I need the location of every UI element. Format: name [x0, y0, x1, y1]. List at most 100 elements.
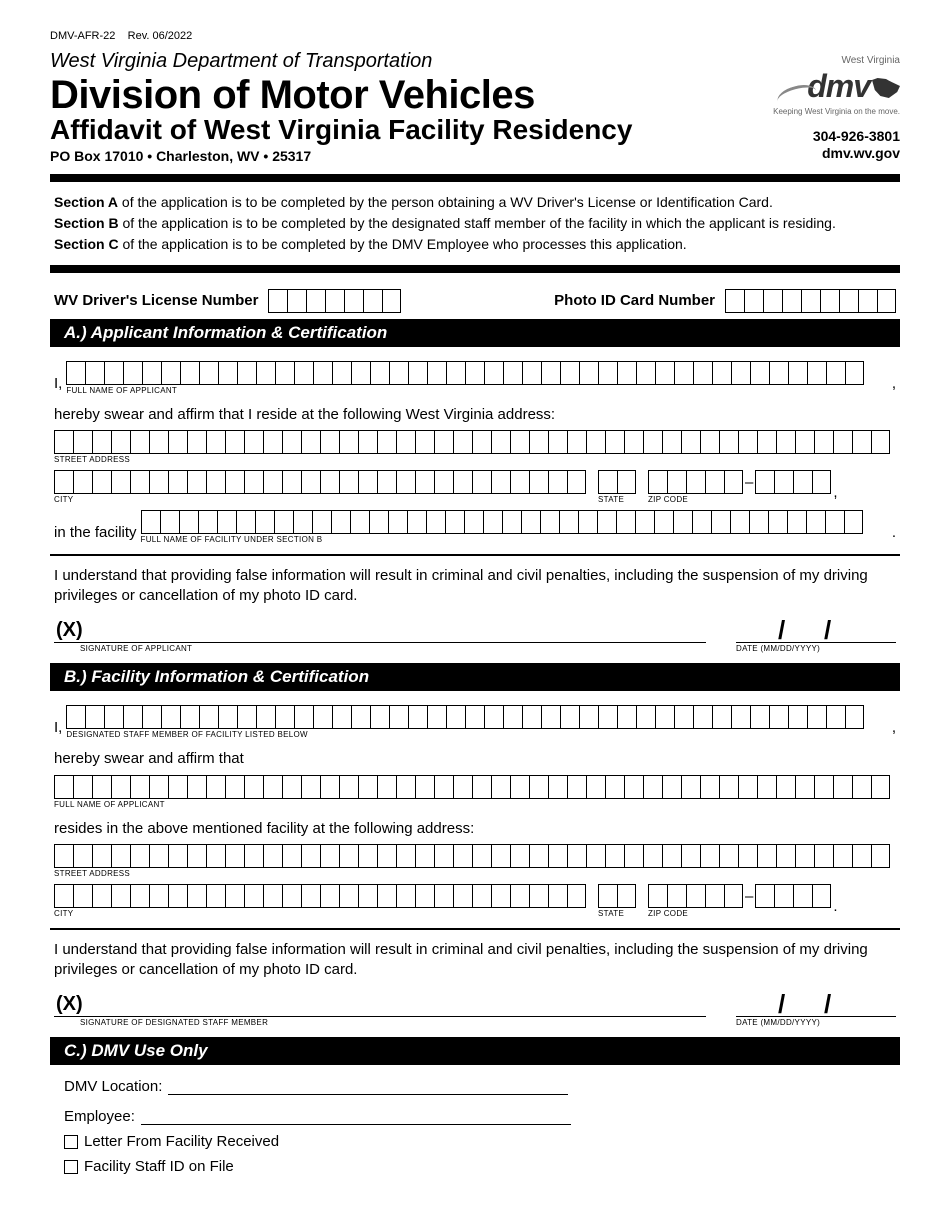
- facility-sublabel: FULL NAME OF FACILITY UNDER SECTION B: [141, 535, 890, 544]
- dmv-location-input[interactable]: [168, 1077, 568, 1095]
- divider-bar: [50, 265, 900, 273]
- applicant-name-sublabel-b: FULL NAME OF APPLICANT: [54, 800, 896, 809]
- i-prefix-b: I,: [54, 719, 62, 739]
- date-sublabel: DATE (MM/DD/YYYY): [736, 644, 896, 653]
- thin-divider: [50, 928, 900, 930]
- state-input-b[interactable]: [598, 884, 636, 908]
- form-revision: Rev. 06/2022: [128, 30, 193, 42]
- section-b-body: I, DESIGNATED STAFF MEMBER OF FACILITY L…: [50, 691, 900, 918]
- header: West Virginia Department of Transportati…: [50, 50, 900, 164]
- instructions: Section A of the application is to be co…: [50, 192, 900, 255]
- employee-input[interactable]: [141, 1107, 571, 1125]
- date-slash: /: [778, 989, 785, 1020]
- city-sublabel: CITY: [54, 495, 586, 504]
- contact-block: 304-926-3801 dmv.wv.gov: [700, 128, 900, 162]
- section-a-instruction: of the application is to be completed by…: [118, 194, 773, 210]
- signature-x-mark-b: (X): [54, 993, 83, 1016]
- zip5-input[interactable]: [648, 470, 743, 494]
- letter-received-label: Letter From Facility Received: [84, 1133, 279, 1150]
- facility-name-input[interactable]: [141, 510, 890, 534]
- facility-prefix: in the facility: [54, 524, 137, 544]
- section-a-body: I, FULL NAME OF APPLICANT , hereby swear…: [50, 347, 900, 545]
- signature-sublabel-b: SIGNATURE OF DESIGNATED STAFF MEMBER: [80, 1018, 706, 1027]
- zip-dash-b: –: [743, 888, 755, 908]
- street-sublabel-b: STREET ADDRESS: [54, 869, 896, 878]
- dmv-location-label: DMV Location:: [64, 1078, 162, 1095]
- state-input[interactable]: [598, 470, 636, 494]
- date-sublabel-b: DATE (MM/DD/YYYY): [736, 1018, 896, 1027]
- applicant-signature-line[interactable]: (X): [54, 619, 706, 643]
- section-c-instruction: of the application is to be completed by…: [119, 236, 687, 252]
- dmv-logo: West Virginia dmv Keeping West Virginia …: [700, 50, 900, 120]
- staff-id-row: Facility Staff ID on File: [64, 1158, 900, 1175]
- date-input-a[interactable]: / /: [736, 619, 896, 643]
- employee-label: Employee:: [64, 1108, 135, 1125]
- staff-sublabel: DESIGNATED STAFF MEMBER OF FACILITY LIST…: [66, 730, 889, 739]
- zip4-input[interactable]: [755, 470, 831, 494]
- date-slash: /: [778, 615, 785, 646]
- zip5-input-b[interactable]: [648, 884, 743, 908]
- applicant-name-input-b[interactable]: [54, 775, 896, 799]
- website: dmv.wv.gov: [700, 145, 900, 162]
- zip-sublabel-b: ZIP CODE: [648, 909, 831, 918]
- state-sublabel: STATE: [598, 495, 636, 504]
- street-address-input[interactable]: [54, 430, 896, 454]
- zip-dash: –: [743, 474, 755, 494]
- section-c-header: C.) DMV Use Only: [50, 1037, 900, 1065]
- signature-x-mark: (X): [54, 619, 83, 642]
- mailing-address: PO Box 17010 • Charleston, WV • 25317: [50, 148, 700, 164]
- thin-divider: [50, 554, 900, 556]
- i-prefix: I,: [54, 375, 62, 395]
- section-a-label: Section A: [54, 194, 118, 210]
- letter-received-checkbox[interactable]: [64, 1135, 78, 1149]
- resides-text: resides in the above mentioned facility …: [54, 819, 896, 839]
- section-a-header: A.) Applicant Information & Certificatio…: [50, 319, 900, 347]
- applicant-name-sublabel: FULL NAME OF APPLICANT: [66, 386, 889, 395]
- header-left: West Virginia Department of Transportati…: [50, 50, 700, 164]
- section-b-instruction: of the application is to be completed by…: [119, 215, 836, 231]
- section-b-header: B.) Facility Information & Certification: [50, 663, 900, 691]
- department-name: West Virginia Department of Transportati…: [50, 50, 700, 73]
- penalty-text-b: I understand that providing false inform…: [50, 940, 900, 979]
- divider-bar: [50, 174, 900, 182]
- wv-state-shape-icon: [872, 78, 900, 98]
- zip4-input-b[interactable]: [755, 884, 831, 908]
- photo-id-input[interactable]: [725, 289, 896, 313]
- section-b-label: Section B: [54, 215, 119, 231]
- dl-number-input[interactable]: [268, 289, 401, 313]
- staff-id-checkbox[interactable]: [64, 1160, 78, 1174]
- zip-sublabel: ZIP CODE: [648, 495, 831, 504]
- city-input-b[interactable]: [54, 884, 586, 908]
- affirm-text-b: hereby swear and affirm that: [54, 749, 896, 769]
- state-sublabel-b: STATE: [598, 909, 636, 918]
- header-right: West Virginia dmv Keeping West Virginia …: [700, 50, 900, 162]
- staff-id-label: Facility Staff ID on File: [84, 1158, 234, 1175]
- city-sublabel-b: CITY: [54, 909, 586, 918]
- form-id: DMV-AFR-22: [50, 30, 115, 42]
- date-input-b[interactable]: / /: [736, 993, 896, 1017]
- section-c-label: Section C: [54, 236, 119, 252]
- staff-name-input[interactable]: [66, 705, 889, 729]
- penalty-text-a: I understand that providing false inform…: [50, 566, 900, 605]
- employee-row: Employee:: [64, 1107, 900, 1125]
- staff-signature-line[interactable]: (X): [54, 993, 706, 1017]
- date-slash: /: [824, 989, 831, 1020]
- logo-tagline: Keeping West Virginia on the move.: [773, 107, 900, 116]
- street-sublabel: STREET ADDRESS: [54, 455, 896, 464]
- applicant-name-input[interactable]: [66, 361, 889, 385]
- street-address-input-b[interactable]: [54, 844, 896, 868]
- id-numbers-row: WV Driver's License Number Photo ID Card…: [50, 283, 900, 319]
- city-input[interactable]: [54, 470, 586, 494]
- form-id-line: DMV-AFR-22 Rev. 06/2022: [50, 30, 900, 42]
- form-title: Affidavit of West Virginia Facility Resi…: [50, 115, 700, 146]
- phone-number: 304-926-3801: [700, 128, 900, 145]
- dmv-location-row: DMV Location:: [64, 1077, 900, 1095]
- letter-received-row: Letter From Facility Received: [64, 1133, 900, 1150]
- affirm-text: hereby swear and affirm that I reside at…: [54, 405, 896, 425]
- date-slash: /: [824, 615, 831, 646]
- division-name: Division of Motor Vehicles: [50, 75, 700, 115]
- logo-wordmark: dmv: [807, 68, 900, 105]
- signature-sublabel: SIGNATURE OF APPLICANT: [80, 644, 706, 653]
- logo-state-label: West Virginia: [841, 55, 900, 66]
- dl-number-label: WV Driver's License Number: [54, 292, 258, 309]
